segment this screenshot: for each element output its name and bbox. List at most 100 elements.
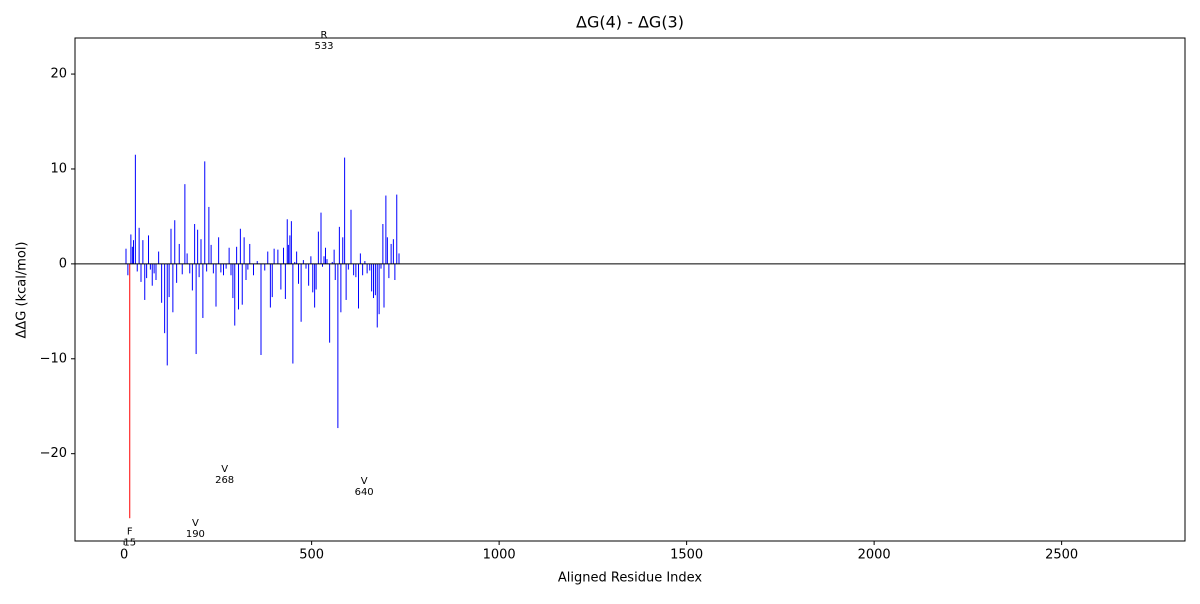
- bar: [210, 244, 212, 264]
- bar: [394, 263, 396, 281]
- bar: [164, 263, 166, 334]
- bar: [286, 219, 288, 264]
- bar: [134, 154, 136, 264]
- bar: [247, 263, 249, 270]
- bar: [325, 247, 326, 264]
- bar: [264, 263, 266, 271]
- bar: [390, 243, 392, 264]
- chart-title: ΔG(4) - ΔG(3): [576, 13, 684, 32]
- annotation-index: 190: [186, 529, 205, 540]
- bar: [127, 263, 129, 276]
- bar: [176, 263, 178, 283]
- bar: [232, 263, 234, 299]
- bar: [308, 263, 310, 286]
- y-tick-label: 20: [50, 67, 67, 82]
- bar: [195, 263, 197, 355]
- bar: [340, 263, 342, 313]
- bar: [130, 234, 132, 264]
- bar: [273, 248, 275, 264]
- bar: [374, 263, 376, 296]
- bar: [142, 240, 144, 264]
- y-tick-label: 10: [50, 161, 67, 176]
- x-tick-label: 1500: [670, 548, 703, 563]
- bar: [298, 263, 299, 284]
- bar: [249, 243, 251, 264]
- bar: [333, 249, 335, 264]
- bar: [129, 263, 131, 519]
- bar: [253, 263, 254, 276]
- bar: [358, 263, 359, 309]
- plot-frame: [74, 37, 1186, 542]
- bar: [366, 263, 368, 274]
- bar: [204, 161, 206, 264]
- bar: [269, 263, 271, 308]
- bar: [140, 263, 142, 282]
- bar: [347, 263, 349, 270]
- bar: [315, 263, 317, 290]
- bar: [189, 263, 191, 274]
- bar: [220, 263, 222, 273]
- y-axis-label: ΔΔG (kcal/mol): [15, 242, 30, 339]
- bar: [305, 263, 307, 269]
- annotation-index: 268: [215, 475, 234, 486]
- bar: [359, 253, 361, 264]
- bar: [230, 263, 232, 276]
- bar: [271, 263, 273, 298]
- bar: [378, 263, 380, 315]
- bar: [364, 261, 366, 264]
- bar: [144, 263, 146, 300]
- annotation-index: 640: [355, 487, 374, 498]
- bar: [350, 209, 352, 264]
- bar: [200, 239, 202, 264]
- bar: [133, 240, 134, 264]
- bar: [388, 263, 390, 279]
- bar: [149, 263, 151, 270]
- bar: [290, 221, 292, 264]
- bar: [146, 263, 148, 279]
- bar: [373, 263, 374, 299]
- bar: [234, 263, 236, 326]
- bar: [131, 246, 133, 264]
- bar: [197, 229, 199, 264]
- bar: [380, 263, 382, 269]
- annotation-text: R: [321, 30, 328, 41]
- bar: [138, 227, 140, 264]
- bar: [296, 251, 298, 264]
- bar: [241, 263, 243, 305]
- bar: [355, 263, 357, 278]
- bar: [238, 263, 239, 310]
- bar: [208, 206, 210, 264]
- annotation-index: 15: [123, 538, 136, 549]
- bar: [136, 263, 138, 272]
- bar: [215, 263, 217, 307]
- bar: [212, 263, 214, 274]
- bar: [331, 261, 333, 264]
- x-tick-label: 2500: [1045, 548, 1078, 563]
- bar: [153, 263, 155, 274]
- bar: [371, 263, 373, 292]
- bar: [243, 237, 245, 264]
- bar: [312, 263, 314, 293]
- bar: [158, 251, 160, 264]
- bar: [386, 237, 388, 264]
- bar: [161, 263, 163, 303]
- annotation-text: V: [192, 518, 199, 529]
- y-tick-label: 0: [59, 256, 67, 271]
- bar: [191, 263, 193, 291]
- bar: [294, 261, 296, 264]
- bar: [369, 263, 371, 271]
- bar: [289, 235, 291, 264]
- bar: [287, 244, 289, 264]
- x-tick-label: 2000: [858, 548, 891, 563]
- bar: [168, 263, 170, 298]
- bar: [302, 260, 304, 264]
- y-tick-label: −10: [40, 351, 67, 366]
- bar: [236, 246, 238, 264]
- bar: [178, 243, 180, 264]
- bar: [267, 251, 269, 264]
- bar: [228, 247, 230, 264]
- bar: [326, 259, 328, 264]
- bar: [342, 237, 344, 264]
- annotation-index: 533: [314, 41, 333, 52]
